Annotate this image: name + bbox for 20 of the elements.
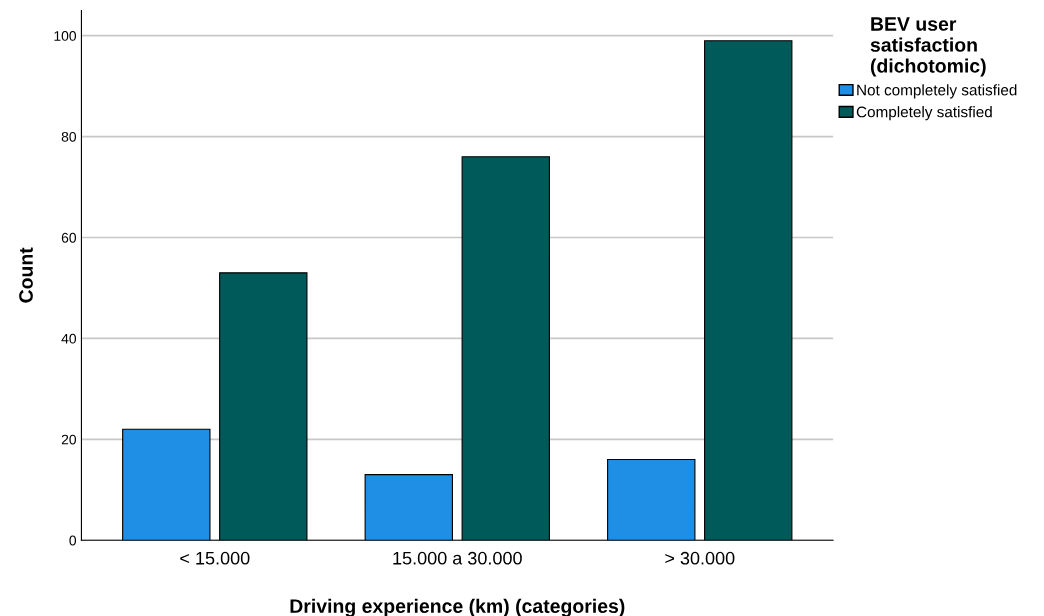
bar [364, 474, 453, 541]
y-tick-label: 100 [54, 31, 77, 41]
bar [704, 40, 793, 541]
y-tick-label: 0 [69, 535, 77, 546]
bar [122, 428, 211, 541]
bar [219, 272, 308, 541]
legend-label: Not completely satisfied [857, 84, 1017, 99]
y-tick-label: 40 [61, 333, 77, 344]
bar [607, 458, 696, 541]
y-tick-label: 20 [61, 434, 77, 445]
legend-label: Completely satisfied [856, 106, 992, 121]
x-axis-title: Driving experience (km) (categories) [290, 598, 625, 616]
y-tick-label: 60 [61, 232, 77, 243]
y-axis-title: Count [19, 247, 33, 303]
x-tick-label: > 30.000 [665, 551, 735, 565]
legend-title: BEV user satisfaction (dichotomic) [870, 17, 986, 77]
bar [461, 156, 550, 541]
y-tick-label: 80 [61, 131, 77, 142]
x-tick-label: < 15.000 [180, 551, 250, 565]
x-tick-label: 15.000 a 30.000 [393, 551, 522, 565]
